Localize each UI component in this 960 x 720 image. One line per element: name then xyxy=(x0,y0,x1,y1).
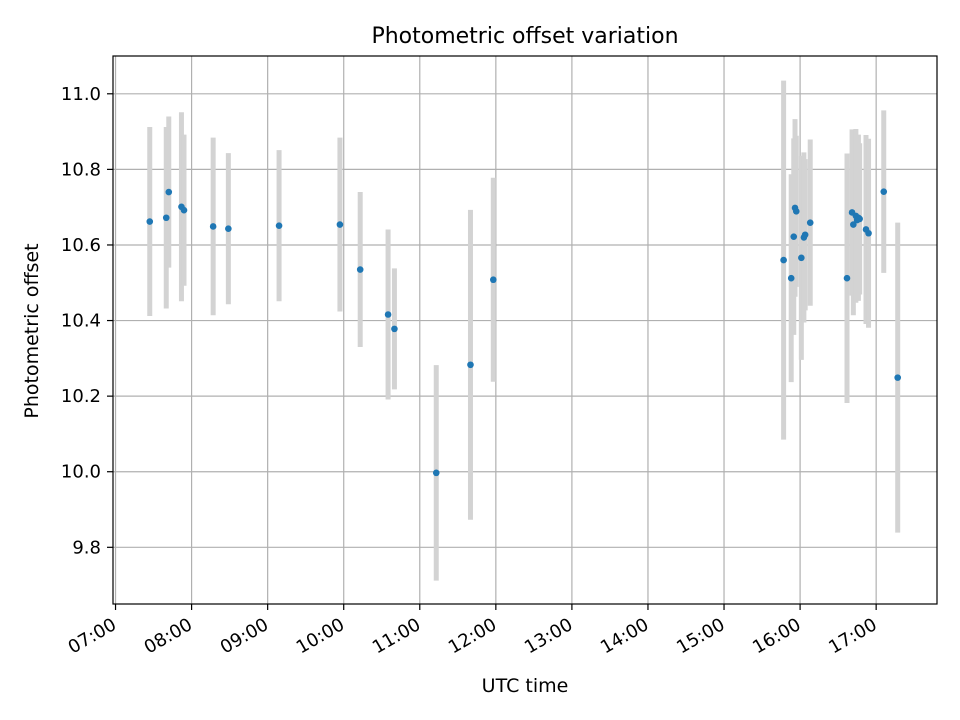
data-point xyxy=(384,311,392,318)
y-tick-label: 10.6 xyxy=(61,235,101,256)
grid xyxy=(113,56,937,604)
data-points xyxy=(146,188,902,477)
y-tick-label: 10.4 xyxy=(61,311,101,332)
data-point xyxy=(146,218,154,225)
data-point xyxy=(792,208,800,215)
x-axis: 07:00 08:00 09:00 10:00 11:00 12:00 13:00 14:00… xyxy=(65,604,881,658)
data-point xyxy=(162,214,170,222)
y-tick-label: 10.8 xyxy=(61,159,101,180)
data-point xyxy=(894,374,902,381)
data-point xyxy=(432,469,440,477)
y-tick-label: 11.0 xyxy=(61,84,101,105)
x-tick-label: 16:00 xyxy=(749,614,804,658)
errorbars xyxy=(147,80,901,581)
data-point xyxy=(165,188,173,196)
data-point xyxy=(391,325,398,333)
x-tick-label: 07:00 xyxy=(65,614,120,658)
data-point xyxy=(275,222,283,229)
x-tick-label: 12:00 xyxy=(445,614,500,658)
y-axis-label: Photometric offset xyxy=(21,243,43,418)
y-tick-label: 9.8 xyxy=(72,537,101,558)
x-tick-label: 17:00 xyxy=(825,614,880,658)
data-point xyxy=(336,221,344,228)
data-point xyxy=(880,188,888,195)
data-point xyxy=(806,219,814,226)
x-tick-label: 09:00 xyxy=(217,614,272,658)
x-tick-label: 11:00 xyxy=(369,614,424,658)
x-tick-label: 10:00 xyxy=(293,614,348,658)
data-point xyxy=(843,274,851,282)
x-tick-label: 14:00 xyxy=(597,614,652,658)
plot-frame xyxy=(112,55,938,605)
data-point xyxy=(790,233,798,240)
data-point xyxy=(780,256,787,264)
data-point xyxy=(787,274,795,282)
data-point xyxy=(225,225,232,233)
y-axis: 9.8 10.0 10.2 10.4 10.6 10.8 11.0 xyxy=(61,84,113,558)
data-point xyxy=(798,254,805,262)
data-point xyxy=(209,223,217,230)
x-axis-label: UTC time xyxy=(482,675,569,697)
data-point xyxy=(801,231,809,239)
data-point xyxy=(467,361,474,369)
chart-title: Photometric offset variation xyxy=(371,24,678,49)
data-point xyxy=(356,266,364,273)
x-tick-label: 13:00 xyxy=(521,614,576,658)
x-tick-label: 08:00 xyxy=(141,614,196,658)
data-point xyxy=(490,276,497,284)
y-tick-label: 10.0 xyxy=(61,462,101,483)
x-tick-label: 15:00 xyxy=(673,614,728,658)
data-point xyxy=(865,229,872,237)
data-point xyxy=(850,221,857,228)
data-point xyxy=(180,206,188,214)
data-point xyxy=(856,215,863,223)
y-tick-label: 10.2 xyxy=(61,386,101,407)
